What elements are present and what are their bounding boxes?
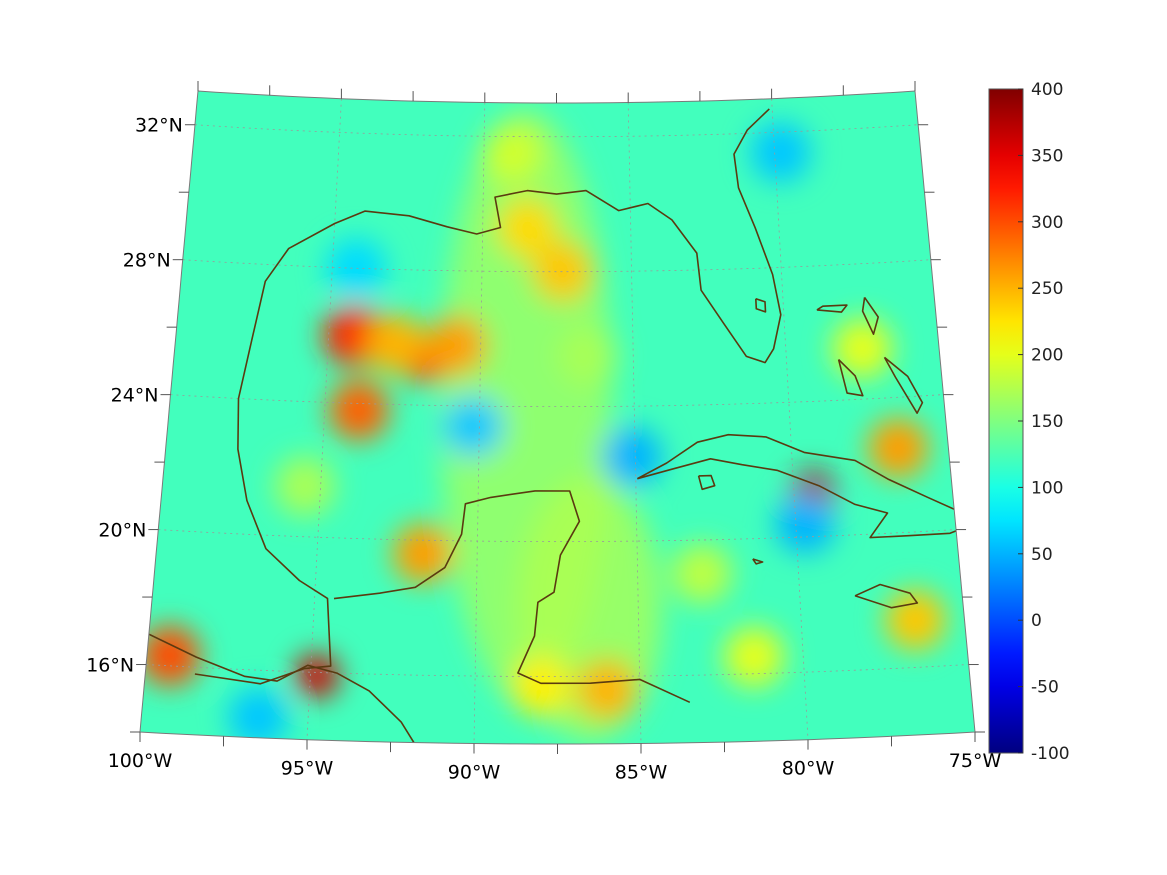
colorbar-tick-label: 150: [1031, 412, 1063, 432]
field-feature: [532, 241, 593, 302]
colorbar-ticks: 400 350 300 250 200 150 100 50 0 -50 -100: [1018, 80, 1070, 764]
y-tick-label: 16°N: [86, 655, 134, 677]
field-feature: [443, 396, 504, 457]
y-tick-labels: 32°N 28°N 24°N 20°N 16°N: [86, 115, 183, 677]
y-tick-label: 24°N: [111, 385, 159, 407]
y-tick-label: 32°N: [135, 115, 183, 137]
field-feature: [602, 426, 663, 487]
coastline-segment: [148, 633, 415, 744]
x-tick-label: 85°W: [615, 762, 668, 784]
field-feature: [483, 123, 543, 184]
meridian-line: [473, 102, 486, 744]
field-feature: [140, 625, 200, 686]
x-tick-label: 90°W: [448, 762, 501, 784]
field-feature: [576, 659, 637, 720]
colorbar-gradient: [988, 88, 1024, 754]
colorbar-tick-label: -50: [1031, 678, 1059, 698]
colorbar-tick-label: 300: [1031, 213, 1063, 233]
field-feature: [750, 122, 811, 183]
y-tick-label: 28°N: [123, 250, 171, 272]
field-feature: [557, 325, 618, 386]
meridian-line: [771, 98, 809, 740]
colorbar-tick-label: 200: [1031, 346, 1063, 366]
frame-ticks: [130, 81, 985, 754]
field-feature: [328, 380, 389, 441]
meridian-line: [627, 102, 642, 744]
coastline-segment: [854, 583, 919, 609]
field-feature: [392, 523, 453, 584]
field-feature: [365, 313, 426, 374]
x-tick-label: 80°W: [782, 758, 835, 780]
coastline-segment: [883, 356, 924, 414]
field-feature: [295, 653, 339, 698]
field-feature: [724, 626, 784, 687]
colorbar-tick-label: 250: [1031, 279, 1063, 299]
field-feature: [510, 656, 571, 717]
colorbar-tick-label: 400: [1031, 80, 1063, 100]
field-feature: [497, 197, 558, 258]
coastline-segment: [861, 296, 879, 335]
x-tick-label: 75°W: [949, 750, 1002, 772]
coastline-segment: [194, 108, 782, 685]
parallel-line: [146, 664, 969, 677]
field-feature: [274, 456, 335, 517]
coastline-segment: [752, 558, 764, 565]
x-tick-label: 95°W: [281, 758, 334, 780]
coastline-segment: [333, 490, 691, 704]
field-feature: [326, 238, 387, 299]
field-feature: [868, 418, 929, 479]
coastline-segment: [837, 359, 864, 397]
coastline-segment: [636, 433, 975, 539]
colorbar-tick-label: 0: [1031, 611, 1042, 631]
field-feature: [885, 590, 946, 650]
field-feature: [832, 318, 893, 379]
colorbar-tick-label: -100: [1031, 744, 1070, 764]
x-tick-labels: 100°W 95°W 90°W 85°W 80°W 75°W: [108, 750, 1002, 784]
coastline-segment: [816, 304, 848, 313]
field-feature: [775, 493, 836, 554]
meridian-line: [306, 98, 342, 740]
y-tick-label: 20°N: [98, 520, 146, 542]
parallel-line: [194, 124, 919, 138]
coastline-segment: [755, 297, 767, 313]
field-feature: [426, 315, 487, 376]
x-tick-label: 100°W: [108, 750, 173, 772]
colorbar: 400 350 300 250 200 150 100 50 0 -50 -100: [988, 80, 1070, 764]
colorbar-tick-label: 350: [1031, 146, 1063, 166]
colorbar-tick-label: 50: [1031, 545, 1053, 565]
coastline: [148, 108, 975, 744]
colorbar-tick-label: 100: [1031, 478, 1063, 498]
graticule: [146, 98, 969, 744]
field-feature: [228, 687, 289, 744]
field-feature: [671, 543, 732, 604]
parallel-line: [158, 529, 957, 543]
coastline-segment: [697, 474, 716, 491]
